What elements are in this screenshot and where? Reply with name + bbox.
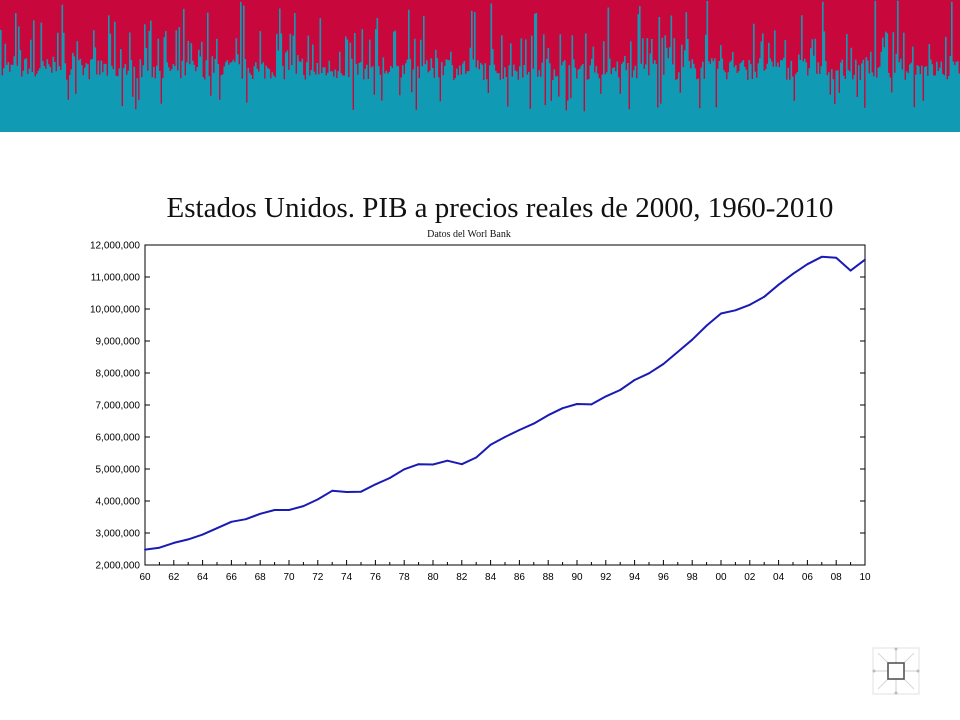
data-point	[864, 258, 866, 261]
data-point	[244, 518, 247, 521]
y-tick-label: 11,000,000	[91, 273, 141, 284]
compass-logo-icon	[872, 647, 920, 695]
data-point	[388, 477, 391, 479]
x-tick-label: 66	[226, 572, 238, 583]
data-point	[835, 256, 838, 259]
x-tick-label: 74	[341, 572, 353, 583]
y-tick-label: 5,000,000	[96, 465, 141, 476]
data-point	[201, 533, 204, 536]
x-tick-label: 84	[485, 572, 497, 583]
data-point	[345, 491, 348, 493]
x-tick-label: 80	[427, 572, 439, 583]
x-tick-label: 06	[802, 572, 814, 583]
data-point	[576, 403, 578, 405]
x-tick-label: 90	[571, 572, 583, 583]
y-tick-label: 10,000,000	[90, 305, 140, 316]
x-tick-label: 64	[197, 572, 209, 583]
data-point	[820, 255, 823, 258]
data-point	[763, 295, 766, 298]
y-tick-label: 8,000,000	[96, 369, 141, 380]
data-point	[532, 422, 535, 425]
data-point	[446, 459, 449, 462]
x-tick-label: 98	[687, 572, 699, 583]
x-tick-label: 78	[399, 572, 411, 583]
data-point	[590, 403, 593, 406]
data-point	[648, 372, 650, 375]
data-point	[302, 505, 305, 508]
data-point	[518, 429, 521, 431]
data-point	[360, 490, 362, 493]
data-point	[273, 509, 276, 511]
data-point	[777, 283, 780, 286]
data-point	[504, 436, 506, 438]
data-point	[720, 312, 722, 315]
x-tick-label: 86	[514, 572, 526, 583]
data-point	[144, 548, 146, 551]
x-tick-label: 10	[859, 572, 871, 583]
y-tick-label: 2,000,000	[96, 561, 141, 572]
data-point	[230, 520, 233, 523]
data-point	[403, 468, 406, 471]
data-point	[187, 538, 190, 541]
y-tick-label: 9,000,000	[96, 337, 141, 348]
data-point	[172, 542, 175, 544]
banner-bars	[0, 0, 960, 132]
x-tick-label: 88	[543, 572, 555, 583]
series-line-gdp	[144, 255, 866, 551]
data-point	[374, 483, 377, 486]
x-tick-label: 04	[773, 572, 785, 583]
data-point	[619, 389, 622, 391]
data-point	[705, 324, 708, 327]
data-point	[475, 456, 478, 459]
data-point	[633, 379, 636, 381]
decorative-banner	[0, 0, 960, 132]
data-point	[316, 498, 319, 501]
chart-title: Estados Unidos. PIB a precios reales de …	[166, 192, 834, 224]
data-point	[216, 527, 218, 530]
data-point	[792, 272, 794, 275]
x-tick-label: 02	[744, 572, 756, 583]
y-tick-label: 4,000,000	[96, 497, 141, 508]
x-tick-label: 82	[456, 572, 468, 583]
data-point	[734, 309, 737, 312]
data-point	[662, 363, 665, 365]
data-point	[547, 414, 550, 417]
x-tick-label: 76	[370, 572, 382, 583]
data-point	[849, 269, 852, 272]
x-tick-label: 00	[715, 572, 727, 583]
x-tick-label: 72	[312, 572, 324, 583]
data-point	[158, 546, 161, 549]
x-tick-label: 92	[600, 572, 612, 583]
y-tick-label: 3,000,000	[96, 529, 141, 540]
data-point	[259, 512, 262, 515]
x-tick-label: 70	[283, 572, 295, 583]
y-tick-label: 6,000,000	[96, 433, 141, 444]
x-tick-label: 60	[139, 572, 151, 583]
x-tick-label: 62	[168, 572, 180, 583]
data-point	[691, 338, 694, 341]
chart-subtitle: Datos del Worl Bank	[427, 229, 511, 240]
x-tick-label: 96	[658, 572, 670, 583]
data-point	[748, 303, 751, 306]
data-point	[417, 463, 420, 466]
data-point	[561, 407, 564, 410]
x-tick-label: 68	[255, 572, 267, 583]
data-point	[288, 509, 290, 511]
data-point	[489, 443, 492, 446]
y-tick-label: 12,000,000	[90, 241, 140, 252]
data-point	[806, 263, 809, 266]
data-point	[331, 489, 334, 492]
y-tick-label: 7,000,000	[96, 401, 141, 412]
data-point	[460, 463, 463, 466]
data-point	[432, 463, 434, 466]
data-point	[604, 395, 607, 398]
data-point	[676, 350, 679, 353]
x-tick-label: 94	[629, 572, 641, 583]
x-tick-label: 08	[831, 572, 843, 583]
